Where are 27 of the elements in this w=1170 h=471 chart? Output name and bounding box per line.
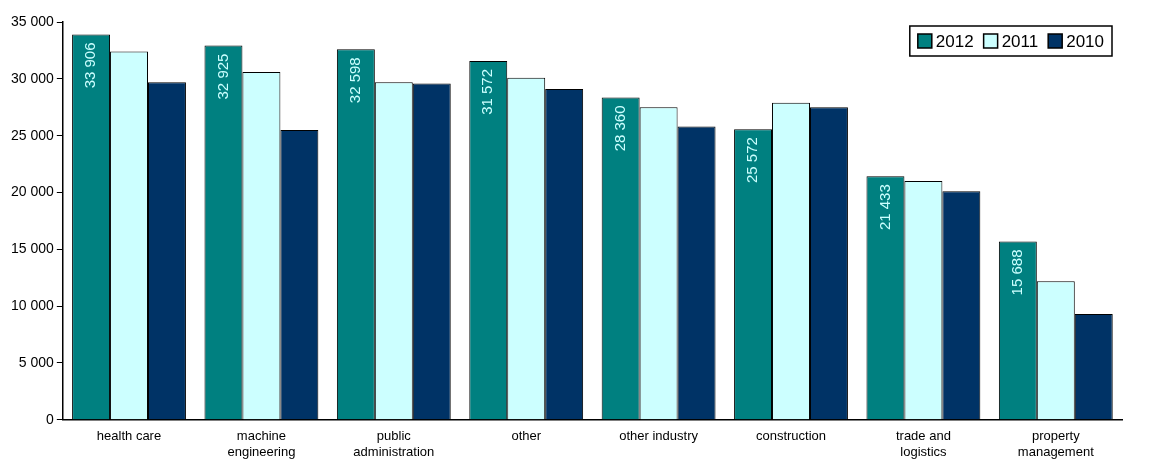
x-tick-label: health care bbox=[96, 428, 162, 444]
y-tick-label: 10 000 bbox=[10, 297, 55, 313]
data-label: 32 925 bbox=[213, 53, 231, 100]
x-tick-label: property management bbox=[1017, 428, 1095, 459]
y-tick-label: 30 000 bbox=[10, 69, 55, 86]
x-tick-label: machine engineering bbox=[227, 428, 296, 459]
x-tick-label: public administration bbox=[353, 428, 435, 459]
data-label: 31 572 bbox=[478, 68, 496, 115]
y-tick-label: 0 bbox=[46, 410, 55, 427]
x-tick-label: trade and logistics bbox=[895, 428, 951, 459]
data-label: 28 360 bbox=[610, 105, 628, 152]
legend-label: 2012 bbox=[935, 31, 974, 51]
y-tick-label: 5 000 bbox=[18, 353, 55, 370]
x-tick-label: other bbox=[511, 428, 542, 444]
y-tick-label: 25 000 bbox=[10, 126, 55, 143]
data-label: 25 572 bbox=[743, 137, 761, 184]
data-label: 32 598 bbox=[346, 57, 363, 104]
data-label: 15 688 bbox=[1007, 249, 1025, 296]
x-tick-label: construction bbox=[755, 428, 827, 444]
y-tick-label: 35 000 bbox=[10, 12, 55, 29]
legend-label: 2010 bbox=[1066, 31, 1105, 51]
x-tick-label: other industry bbox=[619, 428, 699, 444]
legend-label: 2011 bbox=[1001, 31, 1039, 51]
data-label: 21 433 bbox=[875, 184, 893, 231]
y-tick-label: 15 000 bbox=[10, 240, 55, 257]
y-tick-label: 20 000 bbox=[10, 183, 55, 200]
data-label: 33 906 bbox=[81, 42, 99, 89]
